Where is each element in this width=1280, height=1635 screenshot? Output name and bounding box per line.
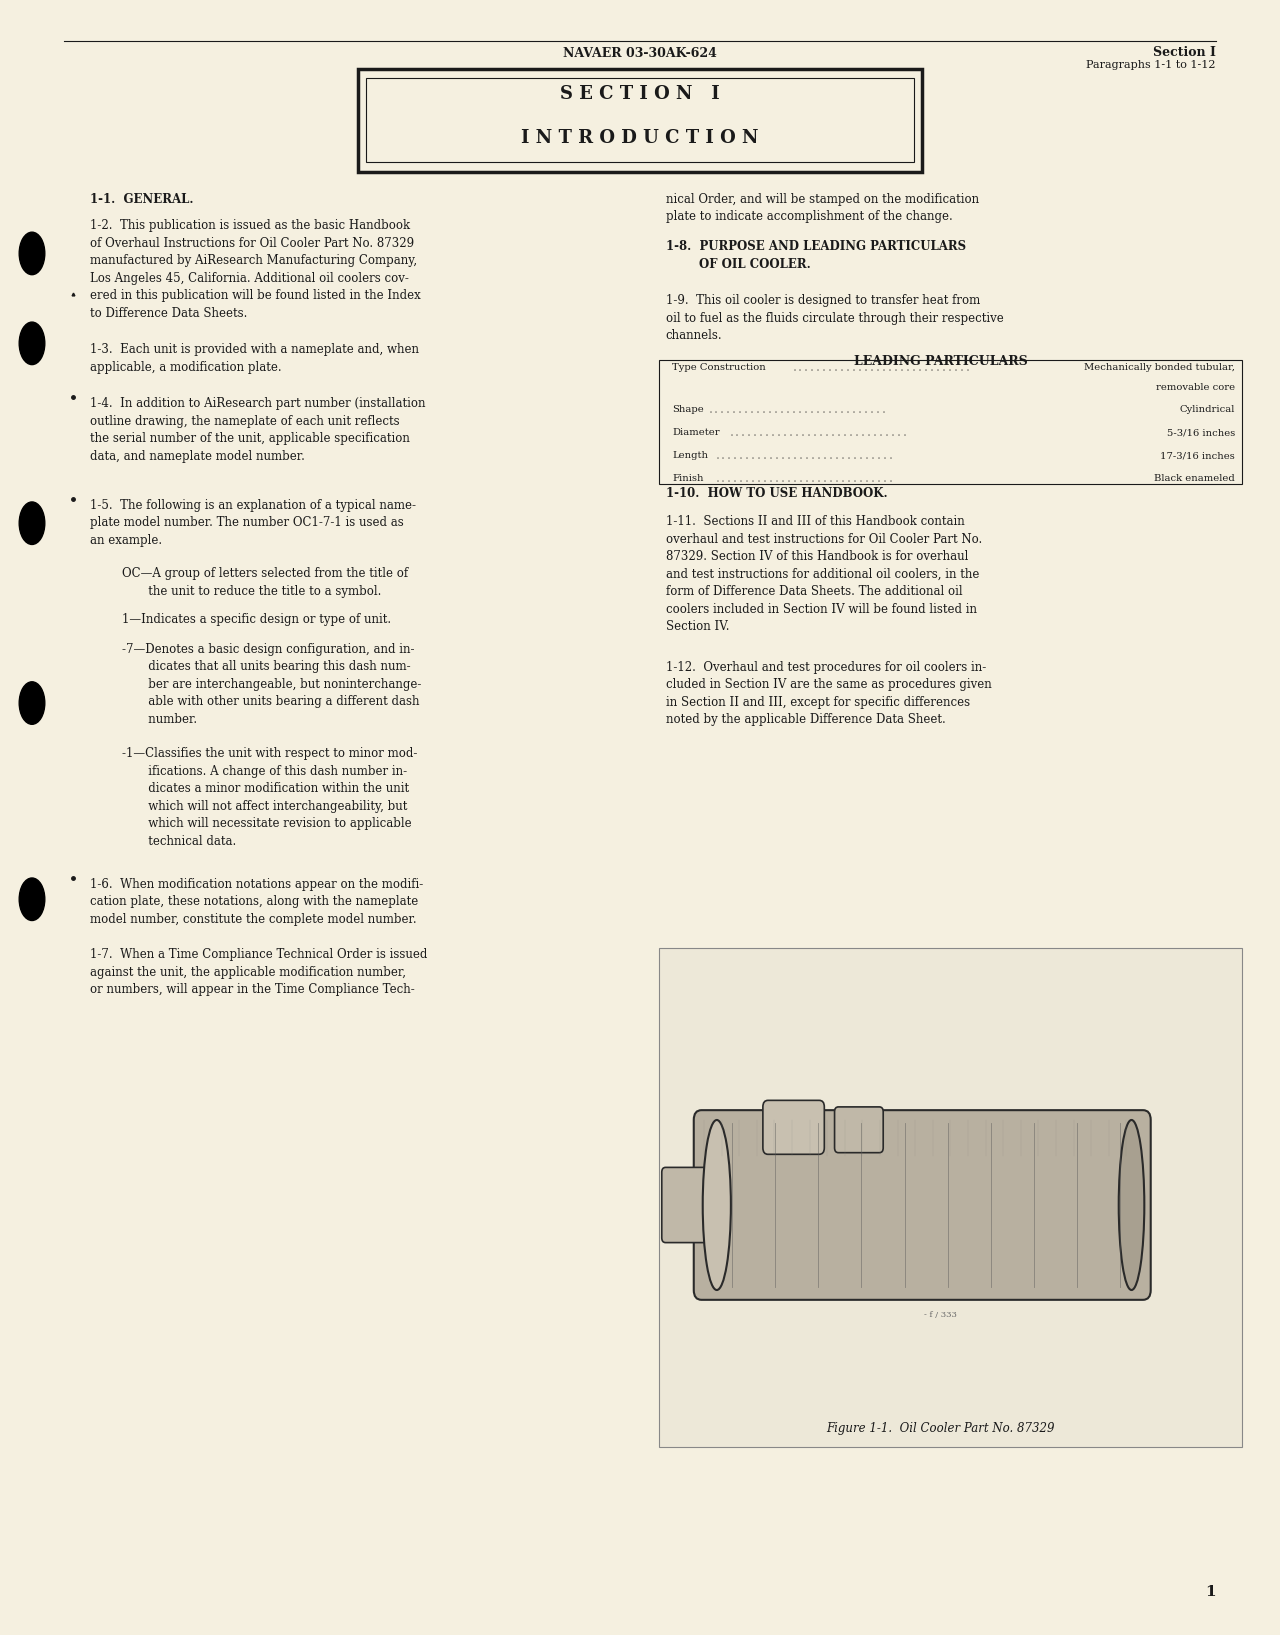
Text: Length: Length: [672, 451, 708, 461]
Ellipse shape: [703, 1120, 731, 1290]
Bar: [659, 948, 1242, 1447]
Text: 1-4.  In addition to AiResearch part number (installation
outline drawing, the n: 1-4. In addition to AiResearch part numb…: [90, 397, 425, 463]
Text: 1-5.  The following is an explanation of a typical name-
plate model number. The: 1-5. The following is an explanation of …: [90, 499, 416, 546]
Text: 1-1.  GENERAL.: 1-1. GENERAL.: [90, 193, 193, 206]
Text: S E C T I O N   I: S E C T I O N I: [561, 85, 719, 103]
Bar: [358, 69, 922, 172]
Text: LEADING PARTICULARS: LEADING PARTICULARS: [854, 355, 1028, 368]
Text: 1—Indicates a specific design or type of unit.: 1—Indicates a specific design or type of…: [122, 613, 390, 626]
Text: removable core: removable core: [1156, 383, 1235, 392]
Text: Figure 1-1.  Oil Cooler Part No. 87329: Figure 1-1. Oil Cooler Part No. 87329: [827, 1422, 1055, 1436]
Text: Paragraphs 1-1 to 1-12: Paragraphs 1-1 to 1-12: [1087, 60, 1216, 70]
Text: ..............................: ..............................: [791, 363, 972, 373]
Text: Finish: Finish: [672, 474, 704, 484]
Ellipse shape: [19, 232, 45, 275]
Ellipse shape: [1119, 1120, 1144, 1290]
Text: Cylindrical: Cylindrical: [1180, 405, 1235, 415]
FancyBboxPatch shape: [763, 1100, 824, 1154]
Text: 1-12.  Overhaul and test procedures for oil coolers in-
cluded in Section IV are: 1-12. Overhaul and test procedures for o…: [666, 661, 991, 726]
Text: Black enameled: Black enameled: [1155, 474, 1235, 484]
Text: ..............................: ..............................: [728, 428, 909, 438]
Text: nical Order, and will be stamped on the modification
plate to indicate accomplis: nical Order, and will be stamped on the …: [666, 193, 979, 224]
Text: ..............................: ..............................: [714, 474, 895, 484]
Text: 5-3/16 inches: 5-3/16 inches: [1167, 428, 1235, 438]
Text: 1-8.  PURPOSE AND LEADING PARTICULARS
        OF OIL COOLER.: 1-8. PURPOSE AND LEADING PARTICULARS OF …: [666, 240, 965, 271]
Text: I N T R O D U C T I O N: I N T R O D U C T I O N: [521, 129, 759, 147]
Text: 1-11.  Sections II and III of this Handbook contain
overhaul and test instructio: 1-11. Sections II and III of this Handbo…: [666, 515, 982, 633]
Text: 1-2.  This publication is issued as the basic Handbook
of Overhaul Instructions : 1-2. This publication is issued as the b…: [90, 219, 420, 319]
Ellipse shape: [19, 682, 45, 724]
FancyBboxPatch shape: [662, 1167, 721, 1243]
Bar: [366, 78, 914, 162]
Text: 17-3/16 inches: 17-3/16 inches: [1161, 451, 1235, 461]
Ellipse shape: [19, 878, 45, 921]
Text: NAVAER 03-30AK-624: NAVAER 03-30AK-624: [563, 47, 717, 60]
Bar: [659, 360, 1242, 484]
Text: 1: 1: [1206, 1584, 1216, 1599]
Text: Type Construction: Type Construction: [672, 363, 765, 373]
Text: Shape: Shape: [672, 405, 704, 415]
Text: Section I: Section I: [1153, 46, 1216, 59]
Text: Diameter: Diameter: [672, 428, 719, 438]
Text: OC—A group of letters selected from the title of
       the unit to reduce the t: OC—A group of letters selected from the …: [122, 567, 408, 598]
Text: ..............................: ..............................: [714, 451, 895, 461]
Text: - f / 333: - f / 333: [924, 1311, 957, 1319]
Text: 1-6.  When modification notations appear on the modifi-
cation plate, these nota: 1-6. When modification notations appear …: [90, 878, 422, 925]
Text: -1—Classifies the unit with respect to minor mod-
       ifications. A change of: -1—Classifies the unit with respect to m…: [122, 747, 417, 847]
FancyBboxPatch shape: [835, 1107, 883, 1153]
Ellipse shape: [19, 502, 45, 544]
Text: 1-9.  This oil cooler is designed to transfer heat from
oil to fuel as the fluid: 1-9. This oil cooler is designed to tran…: [666, 294, 1004, 342]
Text: Mechanically bonded tubular,: Mechanically bonded tubular,: [1084, 363, 1235, 373]
Text: 1-3.  Each unit is provided with a nameplate and, when
applicable, a modificatio: 1-3. Each unit is provided with a namepl…: [90, 343, 419, 374]
Text: 1-10.  HOW TO USE HANDBOOK.: 1-10. HOW TO USE HANDBOOK.: [666, 487, 887, 500]
Ellipse shape: [19, 322, 45, 365]
FancyBboxPatch shape: [694, 1110, 1151, 1300]
Text: 1-7.  When a Time Compliance Technical Order is issued
against the unit, the app: 1-7. When a Time Compliance Technical Or…: [90, 948, 428, 996]
Text: ..............................: ..............................: [708, 405, 887, 415]
Text: -7—Denotes a basic design configuration, and in-
       dicates that all units b: -7—Denotes a basic design configuration,…: [122, 643, 421, 726]
